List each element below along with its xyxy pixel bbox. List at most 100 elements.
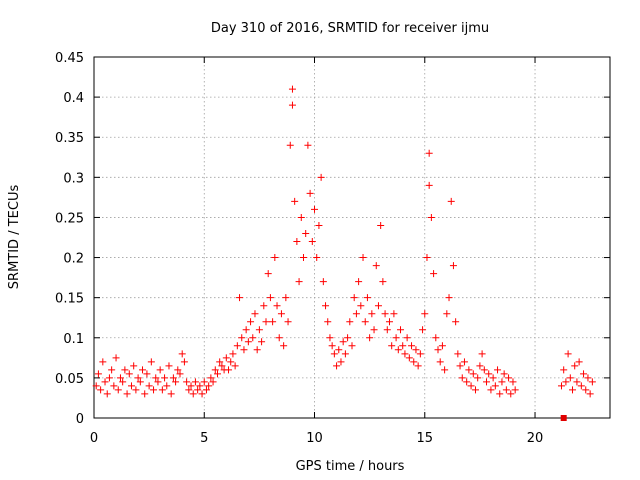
y-tick-label: 0.3 [63,171,84,186]
data-point [269,318,277,326]
data-point [416,350,424,358]
data-point [136,378,144,386]
data-point [441,366,449,374]
data-point [240,346,248,354]
data-point [438,342,446,350]
data-point [436,358,444,366]
data-point [509,378,517,386]
data-point [211,366,219,374]
data-point [445,294,453,302]
data-point [114,386,122,394]
data-point [328,342,336,350]
y-tick-label: 0.05 [55,372,84,387]
data-point [410,358,418,366]
data-point [427,213,435,221]
data-point [494,366,502,374]
y-tick-label: 0.25 [55,211,84,226]
data-point [231,362,239,370]
data-point [258,338,266,346]
data-point [502,386,510,394]
data-point [454,350,462,358]
y-tick-label: 0.45 [55,51,84,66]
data-point [392,334,400,342]
data-point [183,378,191,386]
data-point [489,374,497,382]
data-point [302,229,310,237]
data-point [452,318,460,326]
data-point [156,366,164,374]
data-point [496,390,504,398]
data-point [304,141,312,149]
data-point [425,149,433,157]
grid [94,57,610,418]
x-tick-label: 10 [306,431,323,446]
data-point [306,189,314,197]
data-point [582,386,590,394]
data-point [414,362,422,370]
x-tick-label: 0 [90,431,98,446]
data-point [92,382,100,390]
data-point [94,370,102,378]
data-point [478,350,486,358]
data-point [447,197,455,205]
data-point [580,370,588,378]
data-point [348,342,356,350]
data-point [233,342,241,350]
y-axis-label: SRMTID / TECUs [7,185,22,290]
data-point [359,254,367,262]
data-point [299,254,307,262]
data-point [216,358,224,366]
data-point [282,294,290,302]
data-point [322,302,330,310]
data-point [456,362,464,370]
data-point [374,302,382,310]
data-point [421,310,429,318]
data-point [425,181,433,189]
data-point [357,302,365,310]
data-point [467,382,475,390]
data-point [125,370,133,378]
data-point [412,346,420,354]
data-point [112,354,120,362]
data-point [127,382,135,390]
data-point [355,278,363,286]
data-point [147,358,155,366]
data-point [260,302,268,310]
data-point [277,310,285,318]
data-point [372,262,380,270]
data-point [194,386,202,394]
data-point [381,310,389,318]
data-point [566,374,574,382]
data-point [557,382,565,390]
data-point [430,270,438,278]
data-point [176,370,184,378]
x-tick-label: 5 [200,431,208,446]
data-point [145,382,153,390]
data-point [315,221,323,229]
data-point [143,370,151,378]
data-point [242,326,250,334]
data-point [295,278,303,286]
data-point [471,386,479,394]
y-tick-label: 0.4 [63,91,84,106]
data-point [101,378,109,386]
data-point [483,378,491,386]
data-point [368,310,376,318]
data-point [108,366,116,374]
data-point [388,342,396,350]
data-point [251,310,259,318]
data-point [169,374,177,382]
data-point [229,350,237,358]
data-point [341,350,349,358]
data-point [284,318,292,326]
data-point [121,366,129,374]
data-point [460,358,468,366]
data-point [227,358,235,366]
data-point [474,374,482,382]
data-point [330,350,338,358]
data-point [465,366,473,374]
data-point [476,362,484,370]
data-point [588,378,596,386]
data-point [167,390,175,398]
data-point [408,342,416,350]
